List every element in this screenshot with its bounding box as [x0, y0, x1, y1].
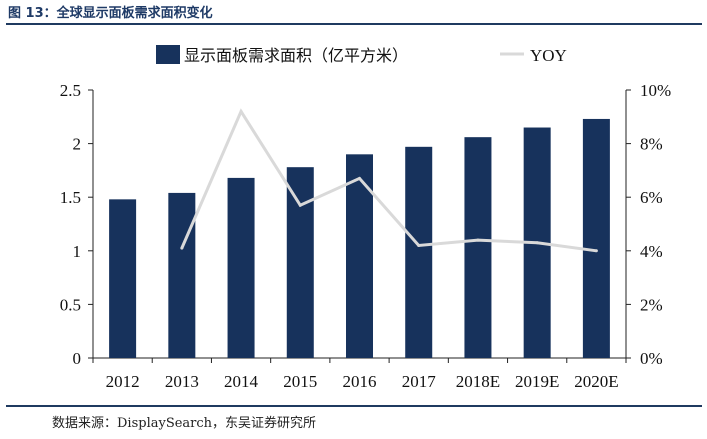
left-tick-label: 0	[73, 349, 82, 368]
figure-title: 图 13：全球显示面板需求面积变化	[8, 6, 213, 21]
right-tick-label: 8%	[640, 135, 663, 154]
yoy-point	[535, 241, 539, 245]
yoy-point	[476, 238, 480, 242]
top-rule	[6, 23, 702, 25]
yoy-line	[180, 108, 597, 253]
right-tick-label: 4%	[640, 242, 663, 261]
bar	[227, 177, 255, 358]
x-tick-label: 2014	[224, 372, 259, 391]
right-tick-label: 10%	[640, 81, 671, 100]
x-tick-label: 2019E	[515, 372, 559, 391]
yoy-point	[358, 176, 361, 180]
bar	[346, 154, 373, 358]
legend-line-label: YOY	[530, 46, 567, 65]
left-tick-label: 2	[73, 135, 82, 154]
bar	[464, 137, 492, 358]
yoy-point	[417, 243, 421, 247]
bar	[582, 118, 610, 358]
legend-bar-label: 显示面板需求面积（亿平方米）	[184, 46, 408, 65]
bottom-rule	[6, 405, 702, 407]
yoy-point	[239, 109, 243, 113]
yoy-point	[298, 203, 302, 207]
yoy-point	[594, 249, 598, 253]
bar	[109, 199, 137, 358]
bar	[405, 146, 433, 358]
x-tick-label: 2018E	[456, 372, 500, 391]
left-tick-label: 1.5	[60, 188, 81, 207]
legend-bar-swatch	[156, 45, 180, 64]
x-tick-label: 2015	[283, 372, 317, 391]
yoy-point	[180, 246, 184, 250]
right-tick-label: 6%	[640, 188, 663, 207]
x-tick-label: 2016	[343, 372, 377, 391]
left-tick-label: 1	[73, 242, 82, 261]
left-tick-label: 2.5	[60, 81, 81, 100]
bar	[286, 167, 314, 358]
x-tick-label: 2017	[402, 372, 437, 391]
x-tick-label: 2012	[106, 372, 140, 391]
left-tick-label: 0.5	[60, 295, 81, 314]
x-tick-label: 2013	[165, 372, 199, 391]
bar	[168, 192, 196, 358]
right-tick-label: 2%	[640, 295, 663, 314]
right-tick-label: 0%	[640, 349, 663, 368]
x-tick-label: 2020E	[574, 372, 618, 391]
source-note: 数据来源：DisplaySearch，东吴证券研究所	[52, 416, 317, 431]
